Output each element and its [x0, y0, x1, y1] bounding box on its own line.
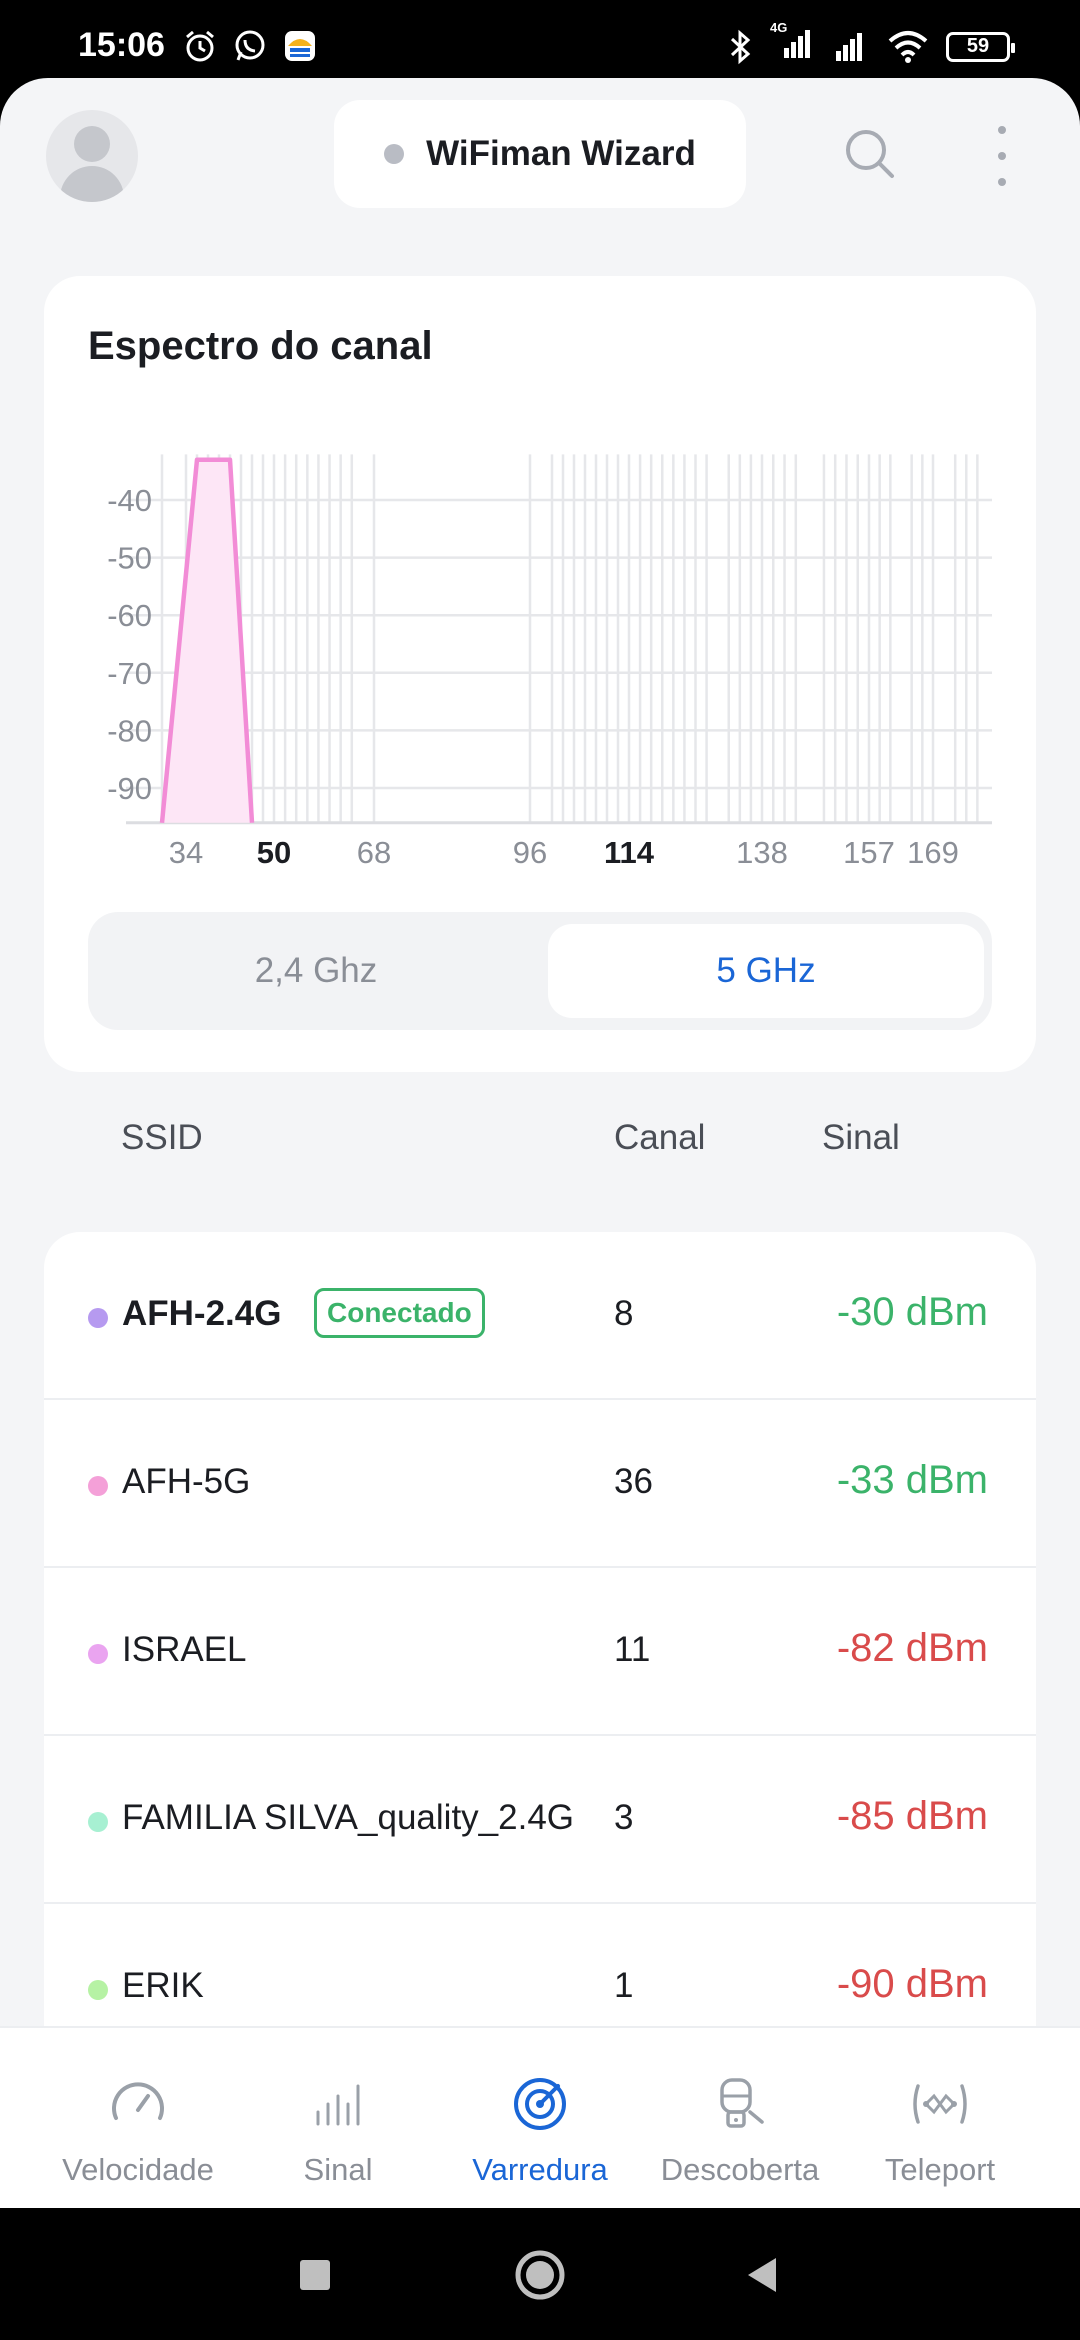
network-row[interactable]: ISRAEL 11 -82 dBm — [44, 1568, 1036, 1736]
network-row[interactable]: AFH-2.4G Conectado 8 -30 dBm — [44, 1232, 1036, 1400]
battery-level: 59 — [966, 35, 990, 57]
nav-teleport[interactable]: Teleport — [840, 2072, 1040, 2188]
nav-label-sinal: Sinal — [303, 2152, 373, 2187]
network-signal: -82 dBm — [836, 1626, 988, 1670]
y-tick-label: -40 — [107, 483, 152, 518]
status-bar: 15:06 4G 59 — [0, 0, 1080, 78]
x-tick-label: 169 — [907, 835, 959, 870]
network-signal: -85 dBm — [836, 1794, 988, 1838]
network-ssid: AFH-2.4G — [122, 1294, 282, 1333]
speedometer-icon — [112, 2082, 164, 2120]
home-icon[interactable] — [512, 2250, 568, 2300]
status-time: 15:06 — [78, 26, 165, 64]
y-tick-label: -50 — [107, 541, 152, 576]
network-row[interactable]: AFH-5G 36 -33 dBm — [44, 1400, 1036, 1568]
network-signal: -30 dBm — [836, 1290, 988, 1334]
x-tick-label: 157 — [843, 835, 895, 870]
header-ssid: SSID — [121, 1118, 203, 1157]
nav-label-descoberta: Descoberta — [660, 2152, 820, 2187]
signal-bars-icon — [316, 2084, 360, 2126]
nav-sinal[interactable]: Sinal — [238, 2072, 438, 2188]
network-list: AFH-2.4G Conectado 8 -30 dBm AFH-5G 36 -33 dBm… — [44, 1232, 1036, 2132]
band-toggle: 2,4 Ghz 5 GHz — [88, 912, 992, 1030]
network-color-dot — [88, 1644, 108, 1664]
wifi-icon — [888, 30, 928, 63]
network-color-dot — [88, 1980, 108, 2000]
cell-signal-icon — [836, 32, 862, 61]
x-tick-label: 138 — [736, 835, 788, 870]
bottom-nav: Velocidade Sinal Varredura Descoberta Te… — [0, 2026, 1080, 2208]
network-color-dot — [88, 1308, 108, 1328]
network-channel: 8 — [614, 1294, 634, 1333]
status-dot — [384, 144, 405, 164]
header-channel: Canal — [614, 1118, 706, 1157]
bluetooth-icon — [730, 29, 751, 64]
network-row[interactable]: FAMILIA SILVA_quality_2.4G 3 -85 dBm — [44, 1736, 1036, 1904]
connected-badge: Conectado — [314, 1288, 485, 1338]
system-nav-bar — [0, 2210, 1080, 2340]
recent-apps-icon[interactable] — [298, 2250, 334, 2300]
y-tick-label: -70 — [107, 656, 152, 691]
x-tick-label: 68 — [357, 835, 391, 870]
alarm-icon — [186, 30, 214, 62]
spectrum-title: Espectro do canal — [88, 324, 433, 368]
header-signal: Sinal — [822, 1118, 900, 1157]
network-color-dot — [88, 1812, 108, 1832]
network-table-header: SSID Canal Sinal — [0, 1118, 1080, 1178]
nav-descoberta[interactable]: Descoberta — [640, 2072, 840, 2188]
series-line — [159, 457, 255, 824]
x-tick-label: 34 — [169, 835, 203, 870]
band-2-4ghz-option[interactable]: 2,4 Ghz — [254, 951, 378, 990]
battery-icon: 59 — [946, 31, 1015, 62]
nav-varredura[interactable]: Varredura — [440, 2072, 640, 2188]
cell-signal-icon — [784, 30, 810, 58]
spectrum-card: Espectro do canal -40 -50 -60 -70 -80 -90 34 50… — [44, 276, 1036, 1072]
nav-velocidade[interactable]: Velocidade — [38, 2072, 238, 2188]
y-tick-label: -60 — [107, 598, 152, 633]
app-title: WiFiman Wizard — [426, 134, 696, 173]
network-ssid: ERIK — [122, 1966, 204, 2005]
whatsapp-icon — [235, 30, 265, 61]
device-discovery-icon — [720, 2078, 764, 2128]
nav-label-teleport: Teleport — [884, 2152, 996, 2187]
app-screen: WiFiman Wizard Espectro do canal -40 -50-… — [0, 78, 1080, 2208]
network-channel: 3 — [614, 1798, 634, 1837]
network-ssid: AFH-5G — [122, 1462, 251, 1501]
network-signal: -33 dBm — [836, 1458, 988, 1502]
back-icon[interactable] — [742, 2250, 782, 2300]
nav-label-velocidade: Velocidade — [62, 2152, 214, 2187]
spectrum-chart: -40 -50 -60 -70 -80 -90 34 50 68 96 114 138 157 169 — [107, 454, 992, 870]
cell-signal-4g: 4G — [770, 20, 812, 67]
network-color-dot — [88, 1476, 108, 1496]
network-ssid: ISRAEL — [122, 1630, 247, 1669]
band-5ghz-option[interactable]: 5 GHz — [548, 924, 984, 1018]
radar-scan-icon — [514, 2078, 566, 2130]
x-tick-label: 50 — [257, 835, 291, 870]
user-avatar-icon[interactable] — [46, 110, 138, 202]
series-area — [162, 459, 252, 823]
search-icon[interactable] — [842, 126, 898, 182]
wizard-selector[interactable]: WiFiman Wizard — [334, 100, 746, 208]
network-type-label: 4G — [770, 20, 788, 35]
more-vertical-icon[interactable] — [990, 126, 1014, 186]
teleport-icon — [913, 2084, 967, 2124]
network-ssid: FAMILIA SILVA_quality_2.4G — [122, 1798, 575, 1837]
x-tick-label: 114 — [604, 835, 655, 870]
network-channel: 11 — [614, 1630, 651, 1669]
x-tick-label: 96 — [513, 835, 547, 870]
app-notification-icon — [285, 31, 315, 61]
network-channel: 36 — [614, 1462, 653, 1501]
network-signal: -90 dBm — [836, 1962, 988, 2006]
y-tick-label: -80 — [107, 713, 152, 748]
y-tick-label: -90 — [107, 771, 152, 806]
network-channel: 1 — [614, 1966, 634, 2005]
nav-label-varredura: Varredura — [472, 2152, 608, 2187]
